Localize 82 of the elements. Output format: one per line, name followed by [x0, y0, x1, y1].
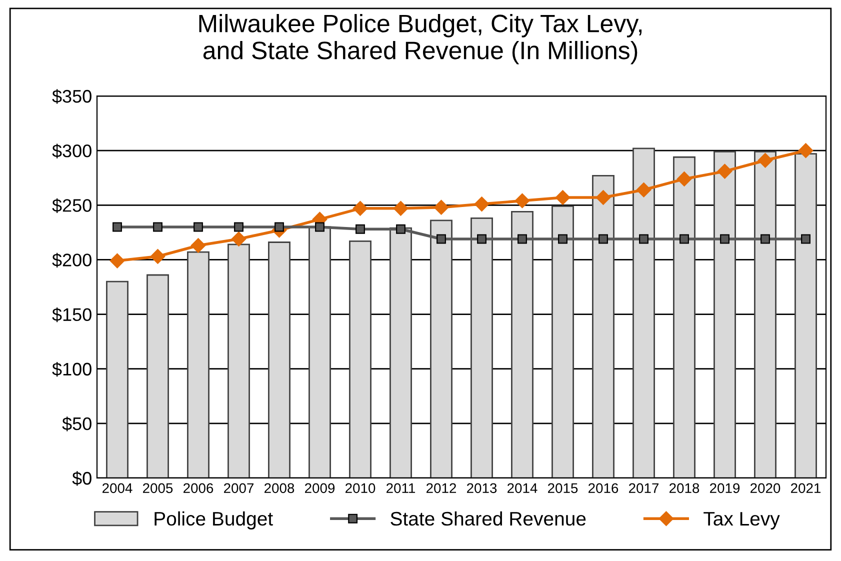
- point: [596, 190, 611, 205]
- x-tick-label: 2011: [386, 483, 416, 494]
- point: [555, 190, 570, 205]
- point: [231, 232, 246, 246]
- point: [639, 234, 648, 244]
- y-tick-label: $100: [52, 362, 92, 377]
- point: [352, 200, 368, 216]
- x-tick-label: 2004: [102, 483, 132, 494]
- point: [396, 224, 406, 234]
- bar: [308, 226, 331, 478]
- bar: [552, 206, 574, 478]
- x-tick-label: 2019: [710, 483, 740, 494]
- bar: [794, 153, 817, 478]
- point: [436, 234, 446, 244]
- legend-label: State Shared Revenue: [390, 511, 586, 526]
- bar: [430, 220, 452, 478]
- point: [274, 222, 284, 232]
- x-tick-label: 2010: [346, 483, 376, 494]
- y-tick-label: $250: [52, 198, 92, 213]
- x-tick-label: 2012: [426, 483, 456, 494]
- x-tick-label: 2015: [548, 483, 578, 494]
- bar: [673, 156, 696, 478]
- bar: [349, 240, 372, 478]
- point: [234, 222, 244, 232]
- point: [110, 253, 125, 268]
- x-tick-label: 2006: [184, 483, 214, 494]
- x-tick-label: 2007: [224, 483, 254, 494]
- x-tick-label: 2008: [264, 483, 294, 494]
- bar: [511, 210, 534, 478]
- point: [720, 234, 730, 244]
- bar: [390, 227, 412, 478]
- bar: [632, 148, 655, 478]
- point: [150, 249, 166, 264]
- point: [190, 238, 206, 253]
- point: [518, 234, 527, 244]
- x-tick-label: 2021: [791, 483, 821, 494]
- point: [680, 234, 689, 244]
- bar: [268, 242, 290, 478]
- point: [514, 193, 530, 208]
- point: [598, 234, 608, 244]
- y-tick-label: $350: [52, 89, 92, 104]
- point: [717, 164, 732, 179]
- x-tick-label: 2020: [750, 483, 780, 494]
- x-tick-label: 2013: [467, 483, 497, 494]
- y-tick-label: $0: [72, 471, 92, 486]
- y-tick-label: $50: [62, 416, 92, 432]
- point: [676, 172, 692, 186]
- point: [758, 152, 773, 168]
- bar: [470, 218, 493, 478]
- bar: [754, 150, 776, 478]
- point: [558, 234, 568, 244]
- bar: [592, 174, 614, 478]
- point: [636, 182, 652, 198]
- point: [474, 196, 490, 212]
- bar: [187, 251, 210, 478]
- point: [760, 234, 770, 244]
- y-tick-label: $300: [52, 144, 92, 158]
- point: [194, 222, 203, 232]
- point: [393, 200, 408, 216]
- x-tick-label: 2017: [629, 483, 659, 494]
- x-tick-label: 2016: [588, 483, 618, 494]
- point: [315, 222, 324, 232]
- legend-label: Police Budget: [154, 511, 273, 530]
- bar: [228, 244, 250, 478]
- point: [477, 234, 486, 244]
- point: [356, 224, 365, 234]
- bar: [106, 280, 128, 478]
- x-tick-label: 2009: [305, 483, 335, 494]
- point: [798, 143, 814, 158]
- point: [153, 222, 162, 232]
- legend-label: Tax Levy: [704, 512, 780, 530]
- bar: [714, 150, 736, 478]
- y-tick-label: $150: [52, 307, 92, 322]
- x-tick-label: 2014: [508, 483, 538, 494]
- chart-title: Milwaukee Police Budget, City Tax Levy, and State Shared Revenue (In Millions): [199, 14, 642, 64]
- x-tick-label: 2018: [670, 483, 700, 494]
- x-tick-label: 2005: [143, 483, 173, 494]
- point: [112, 222, 122, 232]
- point: [434, 200, 449, 215]
- point: [801, 234, 810, 244]
- bar: [146, 274, 169, 478]
- y-tick-label: $200: [52, 252, 92, 268]
